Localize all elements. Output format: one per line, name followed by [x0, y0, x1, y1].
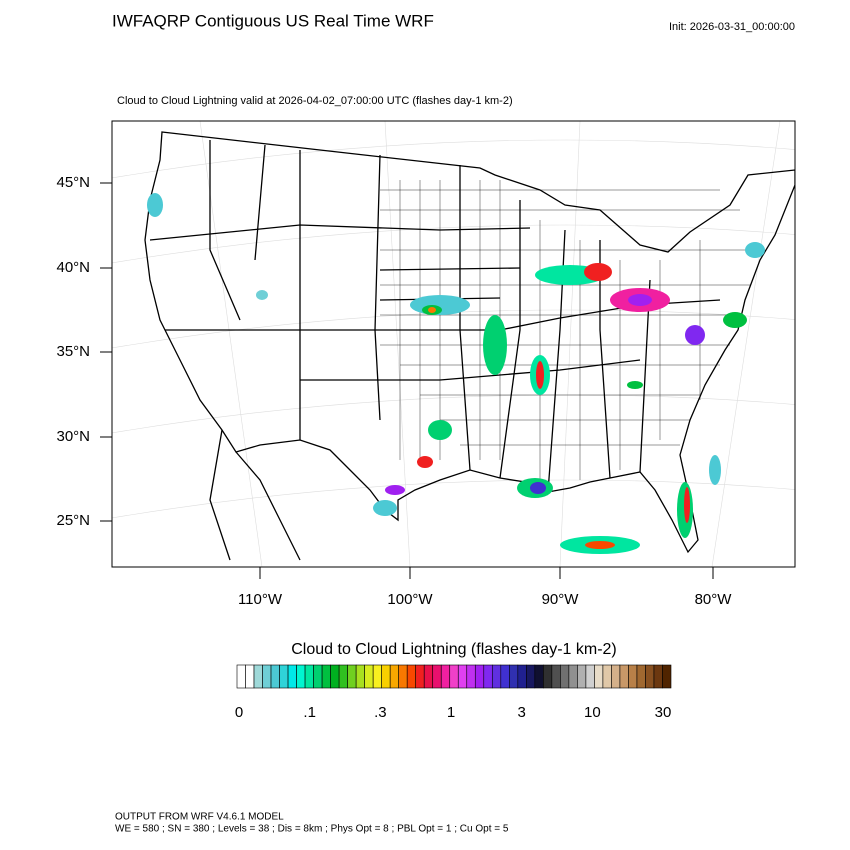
colorbar-box	[594, 664, 604, 689]
colorbar-box	[321, 664, 331, 689]
colorbar-box	[568, 664, 578, 689]
colorbar-box	[543, 664, 553, 689]
colorbar-label: 10	[584, 704, 601, 721]
colorbar-box	[279, 664, 289, 689]
colorbar-box	[483, 664, 493, 689]
lon-label: 110°W	[238, 591, 283, 608]
colorbar-box	[330, 664, 340, 689]
colorbar-box	[662, 664, 672, 689]
colorbar-box	[585, 664, 595, 689]
colorbar-box	[491, 664, 502, 689]
lat-label: 25°N	[56, 512, 90, 529]
colorbar-box	[296, 664, 306, 689]
colorbar-box	[364, 664, 374, 689]
lat-label: 45°N	[56, 174, 90, 191]
colorbar-box	[611, 664, 621, 689]
colorbar-box	[509, 664, 519, 689]
colorbar-box	[270, 664, 280, 689]
colorbar-box	[526, 664, 536, 689]
colorbar-box	[577, 664, 587, 689]
colorbar-box	[551, 664, 561, 689]
colorbar-box	[287, 664, 297, 689]
colorbar-box	[466, 664, 476, 689]
colorbar-label: 0	[235, 704, 243, 721]
map-frame	[111, 120, 796, 568]
colorbar-box	[432, 664, 442, 689]
colorbar-box	[560, 664, 570, 689]
lon-label: 80°W	[695, 591, 733, 608]
lat-ticks	[100, 182, 714, 579]
colorbar-box	[381, 664, 391, 689]
colorbar-box	[262, 664, 272, 689]
lat-label: 40°N	[56, 259, 90, 276]
colorbar-box	[355, 664, 365, 689]
colorbar-box	[628, 664, 638, 689]
colorbar-box	[389, 664, 399, 689]
lat-label: 35°N	[56, 343, 90, 360]
colorbar-box	[474, 664, 485, 689]
county-lines	[380, 180, 760, 480]
colorbar-box	[517, 664, 527, 689]
colorbar-box	[398, 664, 408, 689]
colorbar-box	[347, 664, 357, 689]
colorbar	[236, 664, 672, 689]
colorbar-box	[338, 664, 348, 689]
lightning-field	[147, 193, 765, 554]
colorbar-box	[236, 664, 246, 689]
colorbar-box	[449, 664, 459, 689]
colorbar-box	[653, 664, 663, 689]
colorbar-box	[415, 664, 425, 689]
colorbar-box	[636, 664, 646, 689]
colorbar-labels: 0 .1 .3 1 3 10 30	[235, 704, 672, 721]
colorbar-title: Cloud to Cloud Lightning (flashes day-1 …	[291, 641, 617, 658]
colorbar-box	[602, 664, 612, 689]
map-subtitle: Cloud to Cloud Lightning valid at 2026-0…	[117, 95, 513, 107]
colorbar-label: 1	[447, 704, 455, 721]
colorbar-box	[457, 664, 468, 689]
colorbar-box	[304, 664, 314, 689]
colorbar-box	[645, 664, 655, 689]
footer-line: OUTPUT FROM WRF V4.6.1 MODEL	[115, 812, 284, 823]
colorbar-label: 30	[655, 704, 672, 721]
lon-label: 90°W	[542, 591, 580, 608]
colorbar-label: 3	[517, 704, 525, 721]
colorbar-box	[245, 664, 255, 689]
title: IWFAQRP Contiguous US Real Time WRF	[112, 11, 434, 30]
lat-label: 30°N	[56, 428, 90, 445]
colorbar-box	[253, 664, 263, 689]
lon-label: 100°W	[387, 591, 433, 608]
colorbar-box	[406, 664, 417, 689]
colorbar-box	[372, 664, 382, 689]
init-time: Init: 2026-03-31_00:00:00	[669, 21, 795, 33]
colorbar-box	[313, 664, 323, 689]
colorbar-label: .1	[303, 704, 316, 721]
colorbar-box	[423, 664, 434, 689]
footer-line: WE = 580 ; SN = 380 ; Levels = 38 ; Dis …	[115, 824, 509, 835]
colorbar-box	[534, 664, 544, 689]
colorbar-label: .3	[374, 704, 387, 721]
colorbar-box	[500, 664, 510, 689]
map: 45°N 40°N 35°N 30°N 25°N 110°W 100°W 90°…	[56, 120, 796, 608]
colorbar-box	[440, 664, 451, 689]
colorbar-box	[619, 664, 629, 689]
mexico-border	[209, 429, 301, 561]
